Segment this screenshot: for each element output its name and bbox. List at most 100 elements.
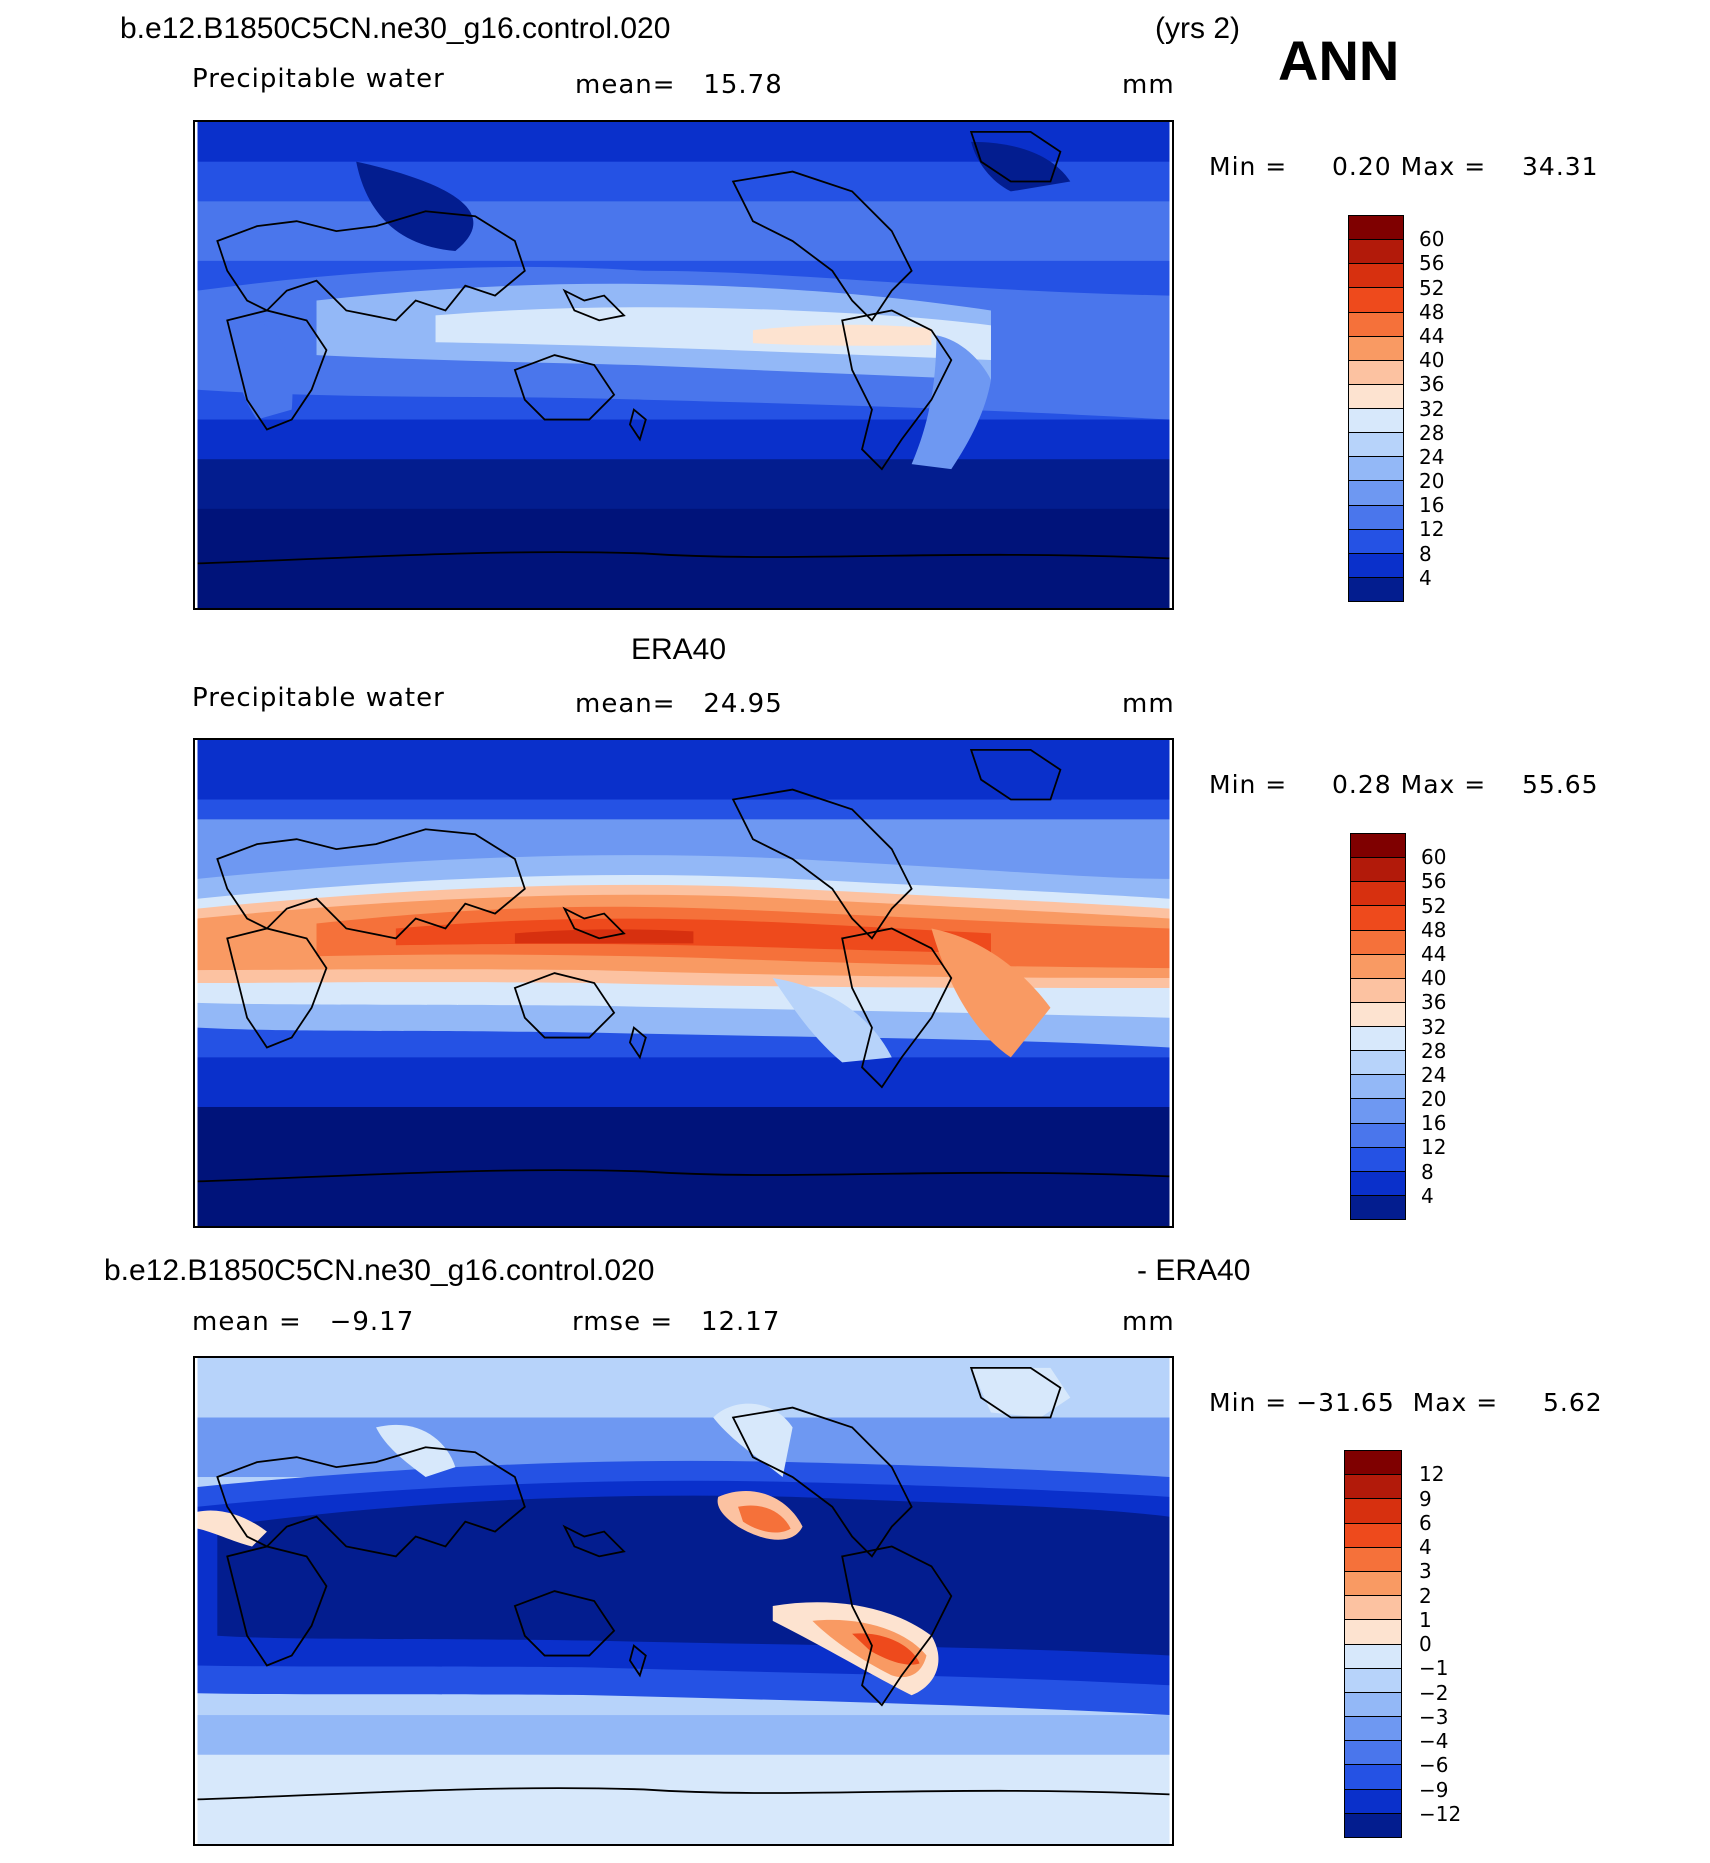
panel2-colorbar-swatch — [1351, 1195, 1405, 1219]
panel3-colorbar-tick-label: 1 — [1419, 1607, 1432, 1632]
panel3-colorbar-tick-label: 9 — [1419, 1486, 1432, 1511]
panel1-colorbar-swatch — [1349, 577, 1403, 601]
panel3-colorbar-swatch — [1345, 1596, 1401, 1621]
panel3-map — [193, 1356, 1174, 1846]
panel1-colorbar-swatch — [1349, 553, 1403, 578]
panel1-map — [193, 120, 1174, 610]
panel3-colorbar-swatch — [1345, 1813, 1401, 1837]
panel3-colorbar-tick-label: −6 — [1419, 1753, 1449, 1778]
season-label: ANN — [1278, 29, 1400, 92]
panel3-colorbar — [1344, 1450, 1402, 1838]
panel2-colorbar-tick-label: 24 — [1421, 1062, 1447, 1087]
panel2-colorbar-tick-label: 28 — [1421, 1038, 1447, 1063]
panel3-colorbar-swatch — [1345, 1668, 1401, 1693]
panel2-colorbar-swatch — [1351, 954, 1405, 979]
panel2-colorbar-swatch — [1351, 1027, 1405, 1052]
panel2-colorbar-tick-label: 52 — [1421, 893, 1447, 918]
panel2-colorbar-tick-label: 20 — [1421, 1087, 1447, 1112]
panel2-mean-label: mean= — [575, 689, 676, 719]
panel2-colorbar-swatch — [1351, 1051, 1405, 1076]
panel1-colorbar-tick-label: 56 — [1419, 251, 1445, 276]
panel3-mean-label: mean = — [192, 1307, 302, 1337]
years-label: (yrs 2) — [1155, 12, 1240, 45]
panel2-colorbar-tick-label: 4 — [1421, 1183, 1434, 1208]
panel1-colorbar-tick-label: 20 — [1419, 469, 1445, 494]
panel1-colorbar-tick-label: 60 — [1419, 227, 1445, 252]
panel1-map-svg — [197, 122, 1170, 608]
panel2-colorbar-swatch — [1351, 1099, 1405, 1124]
panel2-colorbar-tick-label: 32 — [1421, 1014, 1447, 1039]
panel1-colorbar-swatch — [1349, 481, 1403, 506]
panel1-colorbar-swatch — [1349, 433, 1403, 458]
panel3-rmse-value: 12.17 — [700, 1307, 781, 1337]
panel1-colorbar-swatch — [1349, 216, 1403, 241]
panel1-colorbar-swatch — [1349, 384, 1403, 409]
panel2-colorbar-swatch — [1351, 834, 1405, 859]
panel2-mean: mean= 24.95 — [575, 689, 783, 719]
panel1-mean-label: mean= — [575, 70, 676, 100]
panel2-colorbar-swatch — [1351, 858, 1405, 883]
panel2-variable: Precipitable water — [192, 683, 445, 713]
panel1-colorbar-tick-label: 48 — [1419, 299, 1445, 324]
panel3-colorbar-tick-label: −3 — [1419, 1704, 1449, 1729]
panel3-colorbar-tick-label: −2 — [1419, 1680, 1449, 1705]
panel3-units: mm — [1122, 1307, 1175, 1337]
panel2-colorbar-tick-label: 40 — [1421, 966, 1447, 991]
panel3-colorbar-swatch — [1345, 1571, 1401, 1597]
panel1-mean: mean= 15.78 — [575, 70, 783, 100]
panel3-colorbar-tick-label: −12 — [1419, 1801, 1462, 1826]
panel2-colorbar-swatch — [1351, 930, 1405, 955]
panel1-colorbar — [1348, 215, 1404, 602]
panel1-max-value: 34.31 — [1522, 152, 1599, 181]
panel3-max-value: 5.62 — [1542, 1388, 1603, 1417]
panel3-colorbar-swatch — [1345, 1499, 1401, 1524]
panel1-min-value: 0.20 — [1332, 152, 1392, 181]
panel2-colorbar-swatch — [1351, 1171, 1405, 1196]
panel3-colorbar-swatch — [1345, 1789, 1401, 1814]
panel2-colorbar-tick-label: 56 — [1421, 869, 1447, 894]
panel2-min-label: Min = — [1209, 770, 1288, 799]
panel2-colorbar-swatch — [1351, 978, 1405, 1003]
panel1-colorbar-tick-label: 12 — [1419, 517, 1445, 542]
panel1-max-label: Max = — [1400, 152, 1487, 181]
panel1-colorbar-tick-label: 32 — [1419, 396, 1445, 421]
panel1-mean-value: 15.78 — [703, 70, 783, 100]
panel1-colorbar-tick-label: 16 — [1419, 493, 1445, 518]
panel3-rmse-label: rmse = — [572, 1307, 674, 1337]
panel2-colorbar-tick-label: 16 — [1421, 1111, 1447, 1136]
panel1-colorbar-tick-label: 44 — [1419, 323, 1445, 348]
panel3-colorbar-tick-label: 4 — [1419, 1535, 1432, 1559]
panel3-colorbar-tick-label: 0 — [1419, 1632, 1432, 1656]
panel2-colorbar-swatch — [1351, 1123, 1405, 1148]
panel3-title-left: b.e12.B1850C5CN.ne30_g16.control.020 — [104, 1254, 655, 1287]
panel2-colorbar-tick-label: 12 — [1421, 1135, 1447, 1160]
panel1-minmax: Min = 0.20 Max = 34.31 — [1209, 152, 1599, 181]
panel1-colorbar-swatch — [1349, 312, 1403, 337]
panel1-colorbar-swatch — [1349, 288, 1403, 313]
panel3-colorbar-tick-label: −4 — [1419, 1729, 1449, 1753]
panel1-colorbar-swatch — [1349, 240, 1403, 265]
panel3-colorbar-tick-label: −9 — [1419, 1777, 1449, 1802]
panel3-min-label: Min = — [1209, 1388, 1288, 1417]
panel1-colorbar-tick-label: 24 — [1419, 444, 1445, 469]
panel1-colorbar-swatch — [1349, 360, 1403, 385]
panel3-rmse: rmse = 12.17 — [572, 1307, 780, 1337]
panel1-colorbar-swatch — [1349, 529, 1403, 554]
panel2-colorbar-swatch — [1351, 1075, 1405, 1100]
panel2-colorbar-tick-label: 36 — [1421, 990, 1447, 1015]
panel2-mean-value: 24.95 — [703, 689, 783, 719]
panel1-variable: Precipitable water — [192, 64, 445, 94]
panel1-colorbar-tick-label: 36 — [1419, 372, 1445, 397]
panel2-map — [193, 738, 1174, 1228]
panel3-colorbar-swatch — [1345, 1620, 1401, 1645]
panel1-min-label: Min = — [1209, 152, 1288, 181]
panel1-colorbar-swatch — [1349, 457, 1403, 482]
panel3-colorbar-swatch — [1345, 1523, 1401, 1548]
panel2-colorbar-swatch — [1351, 882, 1405, 907]
panel1-colorbar-tick-label: 52 — [1419, 275, 1445, 300]
panel2-colorbar-tick-label: 8 — [1421, 1159, 1434, 1184]
panel2-colorbar-tick-label: 48 — [1421, 917, 1447, 942]
panel3-colorbar-swatch — [1345, 1451, 1401, 1476]
panel3-colorbar-swatch — [1345, 1475, 1401, 1500]
panel3-colorbar-swatch — [1345, 1644, 1401, 1669]
